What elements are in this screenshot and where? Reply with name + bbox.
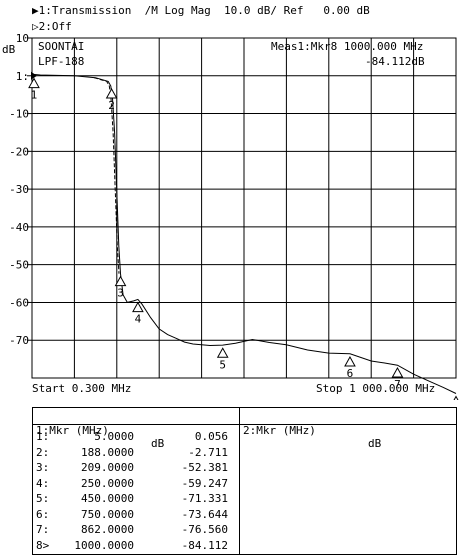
- marker-triangle-icon: [391, 366, 404, 378]
- marker-4: 4: [132, 301, 144, 326]
- marker-1: 1: [28, 77, 40, 102]
- marker-frequency: 450.0000: [81, 492, 134, 505]
- y-tick-label: -20: [9, 145, 29, 158]
- start-frequency-label: Start 0.300 MHz: [32, 382, 132, 395]
- marker-group: 1 2 34 5 6 7 8: [28, 77, 459, 400]
- marker-label: 2: [108, 99, 115, 112]
- marker-label: 6: [347, 367, 354, 380]
- right-header-title: 2:Mkr (MHz): [243, 424, 316, 437]
- stop-frequency-label: Stop 1 000.000 MHz: [316, 382, 436, 395]
- marker-readout-value: -84.112dB: [365, 55, 425, 68]
- marker-value: -84.112: [181, 538, 228, 552]
- marker-triangle-icon: [105, 87, 118, 99]
- marker-value: -71.331: [181, 492, 228, 505]
- marker-label: 4: [135, 313, 142, 326]
- marker-label: 1: [31, 89, 38, 102]
- table-header-left: 1:Mkr (MHz) dB: [36, 411, 164, 463]
- table-header-rule: [33, 424, 456, 425]
- marker-value: -59.247: [181, 476, 228, 490]
- marker-frequency: 5.0000: [94, 430, 134, 443]
- table-divider: [239, 408, 240, 554]
- marker-triangle-icon: [28, 77, 40, 89]
- marker-frequency: 250.0000: [81, 476, 134, 490]
- marker-6: 6: [344, 355, 356, 380]
- y-tick-label: -10: [9, 108, 29, 121]
- marker-id: 1:: [36, 430, 50, 443]
- marker-frequency: 750.0000: [81, 507, 134, 521]
- chart-grid: [27, 37, 457, 379]
- marker-frequency: 188.0000: [81, 445, 134, 459]
- trace-line-overlay: [93, 77, 120, 274]
- y-tick-label: 1:: [16, 70, 29, 83]
- marker-label: 3: [117, 287, 124, 300]
- left-header-unit: dB: [151, 437, 165, 450]
- marker-7: 7: [391, 366, 404, 391]
- trace2-header: ▷2:Off: [32, 20, 72, 33]
- marker-2: 2: [105, 87, 118, 112]
- marker-id: 2:: [36, 445, 50, 459]
- marker-label: 5: [219, 358, 226, 371]
- marker-label: 7: [394, 378, 401, 391]
- transmission-chart: 10 1: -10 -20 -30 -40 -50 -60 -70 1 2 34 5 6 7 8: [9, 32, 459, 400]
- marker-5: 5: [216, 347, 229, 371]
- marker-id: 6:: [36, 507, 50, 521]
- marker-id: 7:: [36, 523, 50, 536]
- marker-frequency: 209.0000: [81, 461, 134, 474]
- marker-table: 1:Mkr (MHz) dB 2:Mkr (MHz) dB 1: 5.0000 0.…: [32, 407, 457, 555]
- marker-triangle-icon: [114, 275, 127, 287]
- left-header-title: 1:Mkr (MHz): [36, 424, 109, 437]
- marker-frequency: 1000.0000: [74, 538, 134, 552]
- y-unit-label: dB: [2, 43, 16, 56]
- marker-value: -76.560: [181, 523, 228, 536]
- y-tick-label: 10: [16, 32, 29, 45]
- trace1-header: ▶1:Transmission /M Log Mag 10.0 dB/ Ref …: [32, 4, 370, 17]
- marker-triangle-icon: [132, 301, 144, 313]
- y-tick-label: -50: [9, 259, 29, 272]
- marker-frequency: 862.0000: [81, 523, 134, 536]
- y-axis-tick-labels: 10 1: -10 -20 -30 -40 -50 -60 -70: [9, 32, 29, 347]
- marker-8: 8: [453, 395, 459, 400]
- marker-value: -2.711: [188, 445, 228, 459]
- y-tick-label: -60: [9, 296, 29, 309]
- y-tick-label: -40: [9, 221, 29, 234]
- marker-value: 0.056: [194, 430, 228, 443]
- marker-id: 4:: [36, 476, 50, 490]
- marker-id: 8>: [36, 538, 50, 552]
- chart-annotation-model: LPF-188: [38, 55, 85, 68]
- reference-pointer-icon: [31, 71, 37, 80]
- marker-triangle-icon: [216, 347, 229, 358]
- marker-id: 3:: [36, 461, 50, 474]
- y-tick-label: -30: [9, 183, 29, 196]
- marker-3: 3: [114, 275, 127, 300]
- marker-value: -73.644: [181, 507, 228, 521]
- right-header-unit: dB: [368, 437, 382, 450]
- marker-readout-frequency: Meas1:Mkr8 1000.000 MHz: [271, 40, 424, 53]
- marker-value: -52.381: [181, 461, 228, 474]
- marker-id: 5:: [36, 492, 50, 505]
- chart-annotation-name: SOONTAI: [38, 40, 85, 53]
- marker-triangle-icon: [344, 355, 356, 367]
- table-header-right: 2:Mkr (MHz) dB: [243, 411, 381, 463]
- y-tick-label: -70: [9, 334, 29, 347]
- marker-triangle-icon: [453, 395, 459, 400]
